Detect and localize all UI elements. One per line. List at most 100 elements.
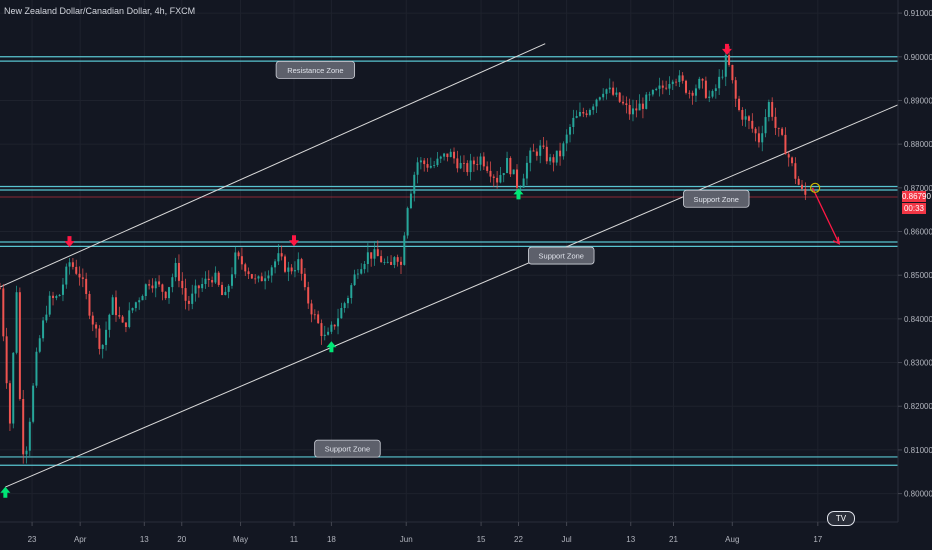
x-tick-label: 13: [140, 535, 149, 544]
zone-label-box: [314, 439, 381, 458]
x-tick-label: 21: [669, 535, 678, 544]
candle-body: [91, 315, 94, 325]
candle-body: [158, 281, 161, 285]
candle-body: [270, 267, 273, 276]
candle-body: [532, 150, 535, 152]
x-tick-label: 15: [477, 535, 486, 544]
candle-body: [615, 92, 618, 95]
candle-body: [724, 54, 727, 77]
candle-body: [711, 91, 714, 97]
candle-body: [350, 285, 353, 299]
candle-body: [469, 160, 472, 173]
candle-body: [194, 285, 197, 294]
candle-body: [800, 184, 803, 189]
candle-body: [95, 324, 98, 329]
candle-body: [446, 153, 449, 158]
x-tick-label: Aug: [725, 535, 739, 544]
candle-body: [264, 278, 267, 282]
candle-body: [804, 188, 807, 195]
candle-body: [8, 383, 11, 424]
candle-body: [32, 385, 35, 422]
candle-body: [284, 256, 287, 272]
candle-body: [181, 280, 184, 289]
candle-body: [307, 287, 310, 304]
candle-body: [290, 267, 293, 272]
candle-body: [456, 158, 459, 169]
candle-body: [191, 293, 194, 304]
candle-body: [482, 156, 485, 167]
candle-body: [105, 329, 108, 345]
candle-body: [131, 308, 134, 311]
candle-body: [383, 262, 386, 263]
candle-body: [691, 92, 694, 96]
candle-body: [751, 120, 754, 129]
up-arrow-icon: [513, 188, 524, 200]
candle-body: [545, 146, 548, 162]
candle-body: [552, 157, 555, 163]
candle-body: [694, 88, 697, 96]
candle-body: [277, 253, 280, 262]
candle-body: [781, 128, 784, 135]
candle-body: [406, 208, 409, 236]
candle-body: [791, 157, 794, 164]
trendlines: [0, 43, 899, 488]
candle-body: [15, 292, 18, 353]
candle-body: [462, 162, 465, 164]
candle-body: [35, 351, 38, 386]
zone-labels: Resistance Zone Support Zone Support Zone S…: [275, 60, 750, 458]
candle-body: [393, 257, 396, 265]
candle-body: [764, 117, 767, 134]
x-tick-label: Jun: [400, 535, 413, 544]
candle-body: [509, 158, 512, 175]
candle-body: [549, 157, 552, 162]
last-price-tag: 0.86790: [902, 191, 931, 202]
tradingview-logo[interactable]: TV: [827, 511, 855, 526]
y-tick-label: 0.91000: [904, 9, 932, 18]
y-axis-background: [898, 0, 932, 550]
candle-body: [267, 275, 270, 279]
candle-body: [429, 165, 432, 168]
candle-body: [293, 270, 296, 272]
candle-body: [247, 271, 250, 275]
candle-body: [433, 165, 436, 166]
candle-body: [658, 85, 661, 89]
candle-body: [303, 273, 306, 288]
y-tick-label: 0.87000: [904, 184, 932, 193]
candle-body: [257, 276, 260, 279]
candle-body: [399, 261, 402, 265]
candle-body: [585, 113, 588, 115]
candle-body: [635, 108, 638, 111]
candle-body: [61, 284, 64, 295]
forecast-arrowhead-icon: [832, 236, 841, 245]
candle-body: [280, 253, 283, 257]
candle-body: [230, 274, 233, 286]
y-axis: 0.91000 0.90000 0.89000 0.88000 0.87000 0.860…: [897, 0, 932, 550]
candle-body: [154, 281, 157, 289]
candle-body: [134, 302, 137, 309]
zone-label-box: [528, 246, 595, 265]
candle-body: [443, 153, 446, 157]
candle-body: [622, 101, 625, 104]
candle-body: [519, 187, 522, 189]
candle-body: [757, 133, 760, 143]
candle-body: [177, 262, 180, 281]
candle-body: [254, 278, 257, 280]
candle-body: [648, 94, 651, 96]
candle-body: [413, 174, 416, 194]
candle-body: [363, 263, 366, 270]
zone-label-text: Support Zone: [539, 252, 584, 261]
candle-body: [138, 300, 141, 303]
candle-body: [370, 252, 373, 259]
candle-body: [114, 297, 117, 316]
candle-body: [320, 323, 323, 337]
candle-body: [675, 81, 678, 83]
candle-body: [409, 193, 412, 209]
candle-body: [419, 160, 422, 163]
candle-body: [240, 256, 243, 265]
candle-body: [645, 94, 648, 109]
candle-body: [688, 92, 691, 94]
zone-label-text: Resistance Zone: [287, 66, 343, 75]
y-tick-label: 0.83000: [904, 359, 932, 368]
x-tick-label: 13: [626, 535, 635, 544]
